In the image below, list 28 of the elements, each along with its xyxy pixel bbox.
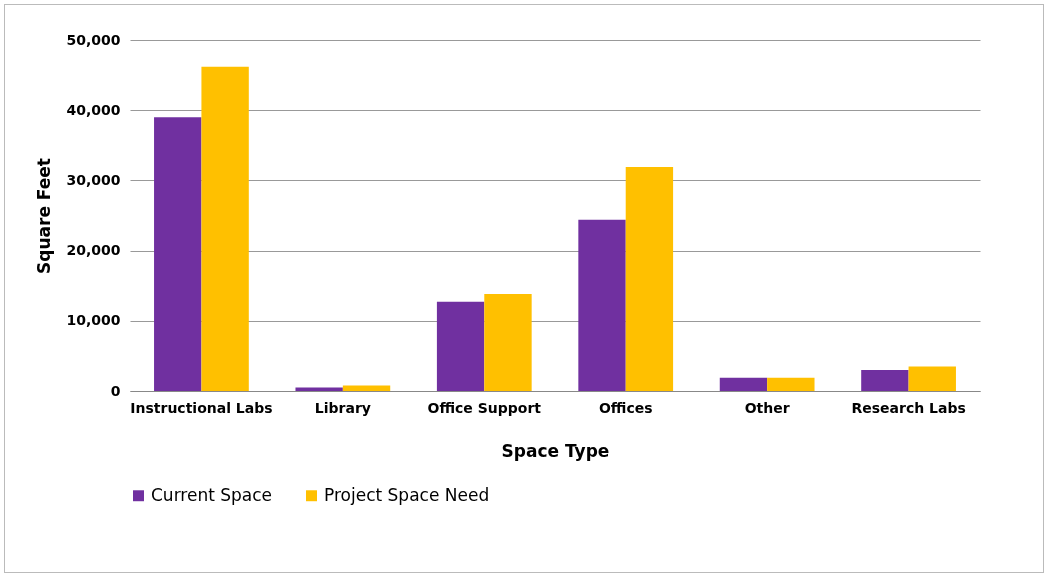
bar xyxy=(154,117,202,391)
bar xyxy=(201,66,249,391)
bar xyxy=(908,366,956,391)
x-tick-label: Office Support xyxy=(427,399,542,416)
y-tick-label: 10,000 xyxy=(66,312,121,329)
x-tick-label: Other xyxy=(744,399,790,416)
y-tick-label: 20,000 xyxy=(66,242,121,259)
y-tick-label: 0 xyxy=(110,382,121,399)
bar xyxy=(767,377,815,391)
x-tick-label: Instructional Labs xyxy=(130,399,273,416)
bar xyxy=(719,377,768,391)
y-axis-title: Square Feet xyxy=(34,158,55,274)
legend-label: Project Space Need xyxy=(324,484,490,505)
bar xyxy=(295,387,343,391)
y-tick-label: 30,000 xyxy=(66,171,121,188)
y-tick-label: 50,000 xyxy=(66,31,121,48)
bar xyxy=(484,294,532,391)
x-tick-label: Research Labs xyxy=(851,399,966,416)
x-tick-label: Library xyxy=(314,399,371,416)
bar xyxy=(436,301,485,391)
x-tick-label: Offices xyxy=(598,399,653,416)
bar xyxy=(578,219,626,391)
legend-label: Current Space xyxy=(151,484,273,505)
y-tick-label: 40,000 xyxy=(66,101,121,118)
x-axis-title: Space Type xyxy=(501,440,610,461)
bar xyxy=(342,385,391,391)
bar xyxy=(625,167,674,391)
bar xyxy=(861,369,909,391)
